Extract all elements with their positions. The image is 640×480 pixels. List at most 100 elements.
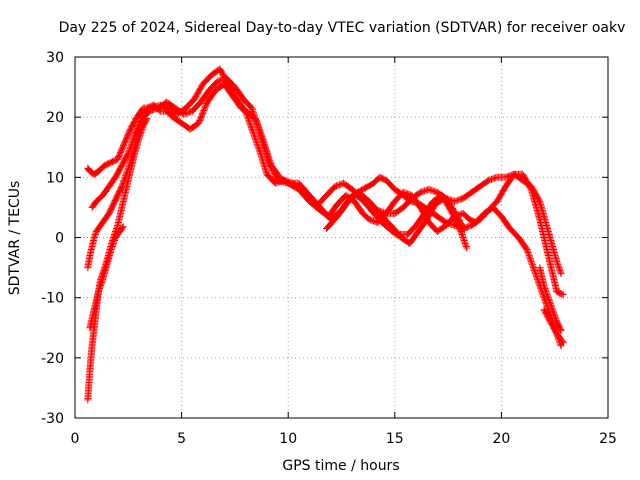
data-point bbox=[114, 205, 125, 229]
x-tick-label: 20 bbox=[492, 431, 510, 447]
data-point bbox=[335, 196, 353, 217]
data-point bbox=[229, 92, 244, 111]
data-point bbox=[404, 223, 419, 238]
data-point bbox=[382, 176, 398, 192]
data-point bbox=[553, 318, 564, 333]
data-point bbox=[118, 151, 132, 169]
data-point bbox=[536, 215, 552, 258]
data-point bbox=[163, 107, 176, 120]
data-point bbox=[391, 190, 406, 205]
data-point bbox=[376, 209, 394, 228]
data-point bbox=[502, 172, 517, 190]
data-point bbox=[248, 125, 264, 156]
data-point bbox=[139, 108, 153, 121]
series-track-1 bbox=[84, 65, 565, 278]
data-point bbox=[118, 172, 130, 190]
data-point bbox=[188, 99, 204, 115]
data-point bbox=[248, 104, 264, 138]
data-point bbox=[391, 204, 406, 217]
data-point bbox=[532, 270, 547, 300]
data-point bbox=[88, 199, 99, 211]
y-tick-label: 30 bbox=[46, 50, 64, 66]
data-point bbox=[86, 307, 98, 332]
data-point bbox=[465, 215, 478, 226]
y-tick-label: 10 bbox=[46, 170, 64, 186]
data-point bbox=[408, 191, 423, 210]
y-tick-label: -30 bbox=[41, 411, 64, 427]
data-point bbox=[376, 173, 389, 184]
data-point bbox=[433, 222, 449, 235]
y-axis-label: SDTVAR / TECUs bbox=[7, 181, 23, 296]
data-point bbox=[237, 104, 253, 117]
data-point bbox=[536, 197, 552, 234]
data-point bbox=[350, 197, 366, 216]
data-point bbox=[367, 206, 385, 225]
data-series bbox=[84, 65, 567, 404]
data-point bbox=[544, 228, 560, 264]
data-point bbox=[112, 229, 123, 241]
data-point bbox=[493, 184, 509, 205]
x-tick-label: 25 bbox=[599, 431, 617, 447]
data-point bbox=[559, 291, 567, 299]
data-point bbox=[109, 193, 121, 208]
data-point bbox=[284, 179, 301, 193]
data-point bbox=[203, 87, 219, 106]
data-point bbox=[169, 113, 184, 126]
data-point bbox=[295, 185, 313, 204]
data-point bbox=[359, 180, 376, 193]
data-point bbox=[126, 151, 138, 175]
data-point bbox=[139, 115, 151, 130]
data-point bbox=[489, 203, 504, 219]
data-point bbox=[105, 175, 119, 190]
data-point bbox=[195, 100, 211, 127]
data-point bbox=[323, 184, 338, 199]
data-point bbox=[265, 158, 281, 183]
data-point bbox=[433, 212, 449, 226]
data-point bbox=[536, 264, 548, 288]
data-point bbox=[84, 253, 94, 272]
y-tick-label: 0 bbox=[55, 231, 64, 247]
data-point bbox=[459, 209, 472, 222]
chart-title: Day 225 of 2024, Sidereal Day-to-day VTE… bbox=[59, 20, 626, 36]
axes: 0 5 10 15 20 25 -30 -20 -10 0 10 20 30 bbox=[41, 50, 617, 447]
data-point bbox=[378, 219, 395, 234]
data-point bbox=[546, 318, 560, 336]
data-point bbox=[99, 262, 111, 284]
data-point bbox=[263, 170, 278, 186]
data-point bbox=[90, 168, 101, 178]
data-point bbox=[519, 170, 534, 192]
data-point bbox=[90, 289, 102, 314]
data-point bbox=[325, 202, 340, 220]
data-point bbox=[133, 105, 146, 121]
data-point bbox=[114, 142, 127, 163]
data-point bbox=[95, 162, 108, 175]
data-point bbox=[515, 234, 530, 252]
data-point bbox=[122, 169, 134, 193]
data-point bbox=[423, 202, 438, 223]
data-point bbox=[107, 156, 120, 166]
data-point bbox=[476, 177, 491, 190]
x-tick-label: 0 bbox=[71, 431, 80, 447]
data-point bbox=[84, 164, 93, 174]
data-point bbox=[557, 327, 565, 335]
data-point bbox=[527, 185, 543, 222]
data-point bbox=[553, 288, 566, 298]
data-point bbox=[340, 179, 355, 192]
series-track-4 bbox=[84, 115, 567, 404]
data-point bbox=[472, 211, 487, 226]
data-point bbox=[557, 270, 565, 278]
data-point bbox=[457, 228, 471, 252]
data-point bbox=[239, 95, 255, 111]
data-point bbox=[124, 133, 138, 157]
data-point bbox=[205, 78, 221, 94]
data-point bbox=[540, 306, 554, 324]
y-tick-label: -20 bbox=[41, 351, 64, 367]
data-point bbox=[459, 189, 474, 202]
data-point bbox=[103, 247, 115, 269]
data-point bbox=[84, 367, 94, 404]
data-point bbox=[506, 225, 521, 240]
data-point bbox=[359, 209, 372, 222]
data-point bbox=[406, 229, 421, 247]
data-point bbox=[220, 80, 236, 99]
